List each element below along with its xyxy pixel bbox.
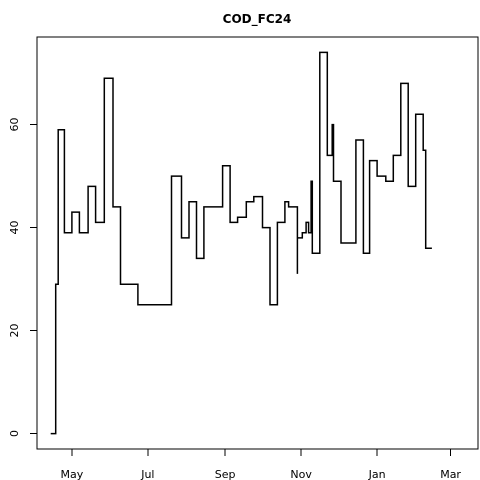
x-axis: May Jul Sep Nov Jan Mar [61,449,462,480]
plot-frame [37,37,478,449]
y-axis: 0 20 40 60 [8,118,37,438]
y-tick-label: 60 [8,118,21,132]
x-tick-label: Jan [368,468,386,480]
x-tick-label: May [61,468,84,480]
x-tick-label: Mar [440,468,461,480]
y-tick-label: 0 [8,430,21,437]
y-tick-label: 40 [8,221,21,235]
series-line [51,52,432,433]
chart-title: COD_FC24 [223,12,292,27]
x-tick-label: Jul [140,468,154,480]
y-tick-label: 20 [8,324,21,338]
x-tick-label: Nov [290,468,312,480]
x-tick-label: Sep [215,468,236,480]
